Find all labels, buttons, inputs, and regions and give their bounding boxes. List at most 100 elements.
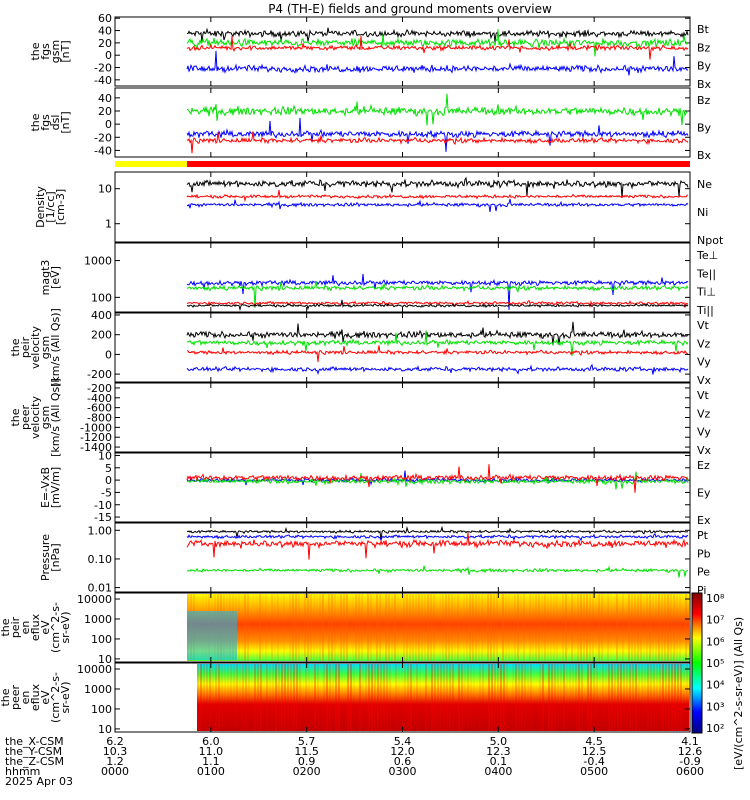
spectrogram-strip [265, 594, 267, 661]
spectrogram-strip [247, 594, 249, 661]
x-row-value: 5.0 [490, 735, 508, 748]
legend-Te⊥: Te⊥ [696, 249, 718, 262]
x-row-value: 0600 [676, 765, 704, 778]
spectrogram-strip [598, 594, 600, 661]
spectrogram-strip [514, 594, 516, 661]
spectrogram-strip [263, 664, 265, 731]
colorbar-tick-label: 10² [706, 722, 724, 735]
spectrogram-strip [251, 664, 253, 731]
series-line [186, 299, 689, 312]
spectrogram-strip [655, 594, 657, 661]
spectrogram-strip [499, 594, 501, 661]
spectrogram-strip [293, 664, 295, 731]
spectrogram-strip [233, 664, 235, 731]
spectrogram-strip [500, 664, 502, 731]
spectrogram-strip [569, 664, 571, 731]
y-tick-label: 10 [98, 653, 112, 666]
spectrogram-strip [620, 664, 622, 731]
spectrogram-strip [326, 664, 328, 731]
spectrogram-strip [358, 594, 360, 661]
x-row-name: the_X-CSM [5, 735, 64, 748]
spectrogram-strip [556, 594, 558, 661]
y-label-line: [nT] [59, 111, 72, 133]
y-label-line: fgs [39, 43, 52, 60]
spectrogram-strip [200, 664, 202, 731]
spectrogram-strip [397, 594, 399, 661]
y-label-line: velocity [29, 326, 42, 369]
spectrogram-strip [385, 594, 387, 661]
legend-Vz: Vz [697, 337, 711, 350]
spectrogram-strip [407, 664, 409, 731]
legend-Ey: Ey [697, 487, 711, 500]
spectrogram-strip [253, 594, 255, 661]
spectrogram-strip [346, 594, 348, 661]
spectrogram-strip [406, 594, 408, 661]
spectrogram-strip [344, 664, 346, 731]
series-line [186, 533, 689, 542]
spectrogram-strip [683, 664, 685, 731]
spectrogram-strip [529, 594, 531, 661]
series-line [186, 273, 689, 310]
spectrogram-strip [256, 594, 258, 661]
y-label: E=-VxB[mV/m] [39, 467, 62, 508]
spectrogram-strip [388, 594, 390, 661]
y-label-line: [km/s (All Qs)] [49, 378, 62, 457]
spectrogram-strip [544, 594, 546, 661]
colorbar-tick-label: 10⁸ [706, 592, 725, 605]
legend-Vy: Vy [697, 356, 711, 369]
spectrogram-strip [400, 594, 402, 661]
spectrogram-strip [215, 664, 217, 731]
spectrogram-strip [545, 664, 547, 731]
x-row-value: 12.6 [678, 745, 703, 758]
panel-peer_spec: 10000 1000 100 10 thepeerenefluxeV(cm^2-s-sr… [0, 662, 691, 736]
spectrogram-strip [430, 594, 432, 661]
x-row-value: 12.3 [486, 745, 511, 758]
spectrogram-strip [568, 594, 570, 661]
spectrogram-strip [535, 594, 537, 661]
panel-peir_spec: 10000 1000 100 10 thepeirenefluxeV(cm^2-s-sr… [0, 592, 691, 666]
y-tick-label: 400 [91, 309, 112, 322]
y-label-line: eV [39, 620, 52, 635]
spectrogram-strip [274, 594, 276, 661]
spectrogram-strip [415, 594, 417, 661]
spectrogram-strip [631, 594, 633, 661]
spectrogram-strip [349, 594, 351, 661]
spectrogram-strip [493, 594, 495, 661]
spectrogram-strip [275, 664, 277, 731]
spectrogram-strip [425, 664, 427, 731]
spectrogram-strip [353, 664, 355, 731]
x-row-value: 0400 [484, 765, 512, 778]
spectrogram-strip [539, 664, 541, 731]
spectrogram-strip [446, 664, 448, 731]
spectrogram-strip [365, 664, 367, 731]
spectrogram-strip [484, 594, 486, 661]
y-tick-label: 1 [105, 218, 112, 231]
spectrogram-strip [641, 664, 643, 731]
series-line [186, 176, 689, 198]
y-tick-label: 1.00 [88, 524, 113, 537]
x-row-value: 1.2 [106, 755, 124, 768]
y-label: Pressure[nPa] [39, 534, 62, 581]
spectrogram-strip [505, 594, 507, 661]
legend-Npot: Npot [697, 234, 724, 247]
spectrogram-strip [473, 664, 475, 731]
spectrogram-strip [436, 594, 438, 661]
y-label-line: en [19, 621, 32, 635]
y-tick-label: 1000 [84, 255, 112, 268]
spectrogram-strip [428, 664, 430, 731]
spectrogram-strip [227, 664, 229, 731]
spectrogram-strip [374, 664, 376, 731]
y-label-line: (cm^2-s- [49, 602, 62, 653]
series-line [186, 299, 689, 308]
x-row-value: 5.4 [394, 735, 412, 748]
colorbar-label: [eV/(cm^2-s-sr-eV)] (All Qs) [732, 617, 745, 770]
spectrogram-strip [587, 664, 589, 731]
spectrogram [187, 594, 689, 661]
spectrogram-strip [224, 664, 226, 731]
spectrogram-strip [389, 664, 391, 731]
spectrogram-strip [401, 664, 403, 731]
legend-Vy: Vy [697, 426, 711, 439]
chart-title: P4 (TH-E) fields and ground moments over… [268, 2, 552, 16]
spectrogram-strip [508, 594, 510, 661]
